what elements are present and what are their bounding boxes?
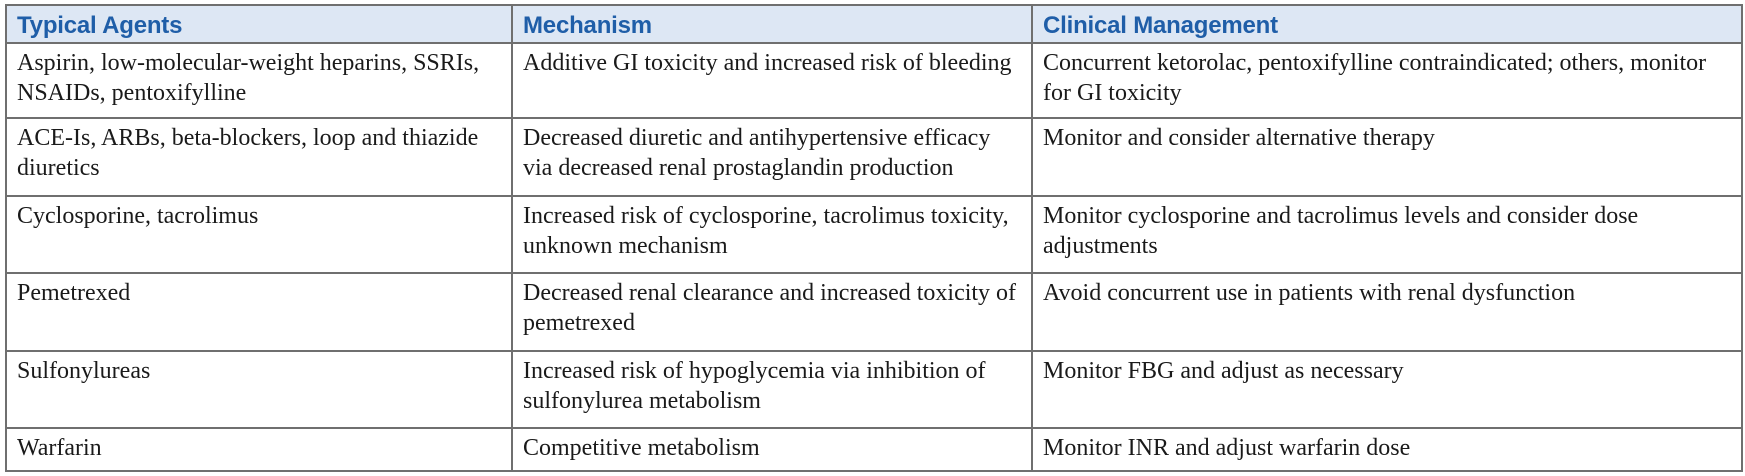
cell-management: Monitor cyclosporine and tacrolimus leve… xyxy=(1031,194,1743,275)
cell-mechanism: Competitive metabolism xyxy=(511,426,1033,473)
cell-management: Monitor and consider alternative therapy xyxy=(1031,117,1743,197)
cell-agents: Sulfonylureas xyxy=(5,349,513,429)
cell-management: Concurrent ketorolac, pentoxifylline con… xyxy=(1031,41,1743,120)
table-row: Sulfonylureas Increased risk of hypoglyc… xyxy=(5,349,1743,429)
header-typical-agents: Typical Agents xyxy=(5,4,513,44)
table-row: Cyclosporine, tacrolimus Increased risk … xyxy=(5,194,1743,275)
cell-mechanism: Increased risk of hypoglycemia via inhib… xyxy=(511,349,1033,429)
table-row: ACE-Is, ARBs, beta-blockers, loop and th… xyxy=(5,117,1743,197)
cell-agents: Aspirin, low-molecular-weight heparins, … xyxy=(5,41,513,120)
table-row: Aspirin, low-molecular-weight heparins, … xyxy=(5,41,1743,120)
header-clinical-management: Clinical Management xyxy=(1031,4,1743,44)
header-mechanism: Mechanism xyxy=(511,4,1033,44)
cell-agents: Pemetrexed xyxy=(5,272,513,352)
table-header-row: Typical Agents Mechanism Clinical Manage… xyxy=(5,4,1743,44)
cell-management: Monitor FBG and adjust as necessary xyxy=(1031,349,1743,429)
drug-interaction-table: Typical Agents Mechanism Clinical Manage… xyxy=(5,4,1743,473)
cell-agents: ACE-Is, ARBs, beta-blockers, loop and th… xyxy=(5,117,513,197)
cell-management: Monitor INR and adjust warfarin dose xyxy=(1031,426,1743,473)
cell-mechanism: Decreased renal clearance and increased … xyxy=(511,272,1033,352)
cell-mechanism: Decreased diuretic and antihypertensive … xyxy=(511,117,1033,197)
cell-mechanism: Increased risk of cyclosporine, tacrolim… xyxy=(511,194,1033,275)
cell-agents: Cyclosporine, tacrolimus xyxy=(5,194,513,275)
cell-agents: Warfarin xyxy=(5,426,513,473)
cell-management: Avoid concurrent use in patients with re… xyxy=(1031,272,1743,352)
cell-mechanism: Additive GI toxicity and increased risk … xyxy=(511,41,1033,120)
table-row: Pemetrexed Decreased renal clearance and… xyxy=(5,272,1743,352)
table-row: Warfarin Competitive metabolism Monitor … xyxy=(5,426,1743,473)
